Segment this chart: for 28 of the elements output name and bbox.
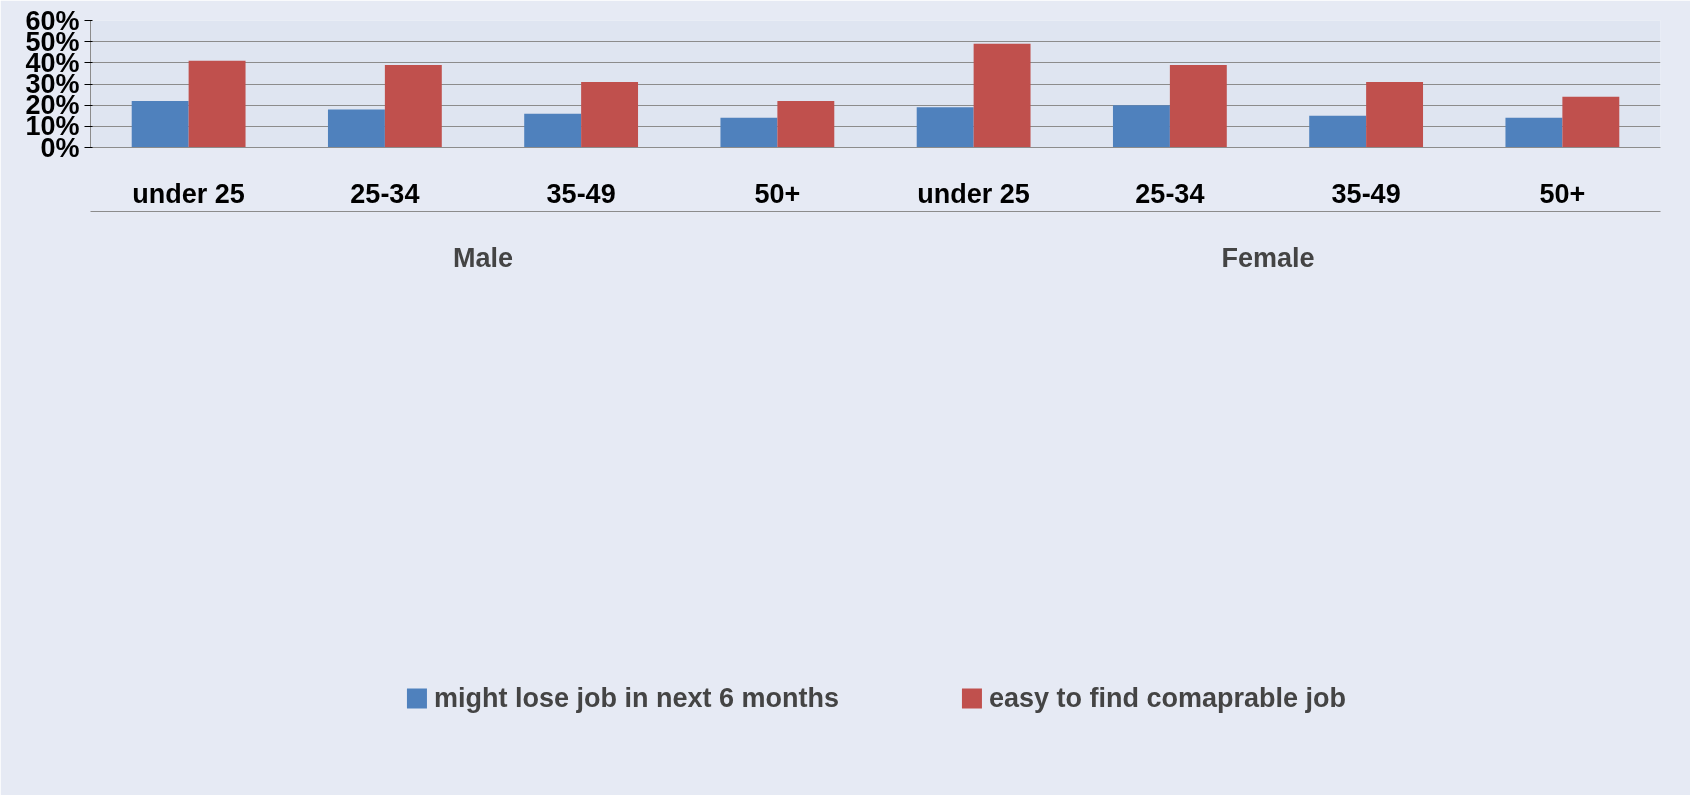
bar [384, 64, 442, 148]
x-tick-label: 25-34 [350, 178, 420, 209]
x-tick-label: 25-34 [1135, 178, 1205, 209]
text: Male [452, 242, 514, 273]
bar [720, 117, 778, 148]
bar [1505, 117, 1563, 148]
text: Female [1221, 242, 1315, 273]
bar [581, 81, 639, 148]
bar [916, 107, 974, 148]
bar [131, 100, 189, 148]
bar [188, 60, 246, 148]
x-tick-label: under 25 [132, 178, 245, 209]
x-tick-label: 50+ [754, 178, 801, 209]
legend-label: might lose job in next 6 months [433, 682, 839, 714]
bar [1366, 81, 1424, 148]
bar [1169, 64, 1227, 148]
x-tick-label: 35-49 [1331, 178, 1401, 209]
bar [1562, 96, 1620, 148]
bar [1112, 105, 1170, 148]
x-tick-label: 50+ [1539, 178, 1586, 209]
bar [327, 109, 385, 148]
bar [1309, 115, 1367, 148]
bar [777, 100, 835, 148]
legend-label: easy to find comaprable job [988, 682, 1347, 714]
bar [973, 43, 1031, 148]
x-tick-label: under 25 [917, 178, 1030, 209]
bar [524, 113, 582, 148]
x-tick-label: 35-49 [546, 178, 616, 209]
